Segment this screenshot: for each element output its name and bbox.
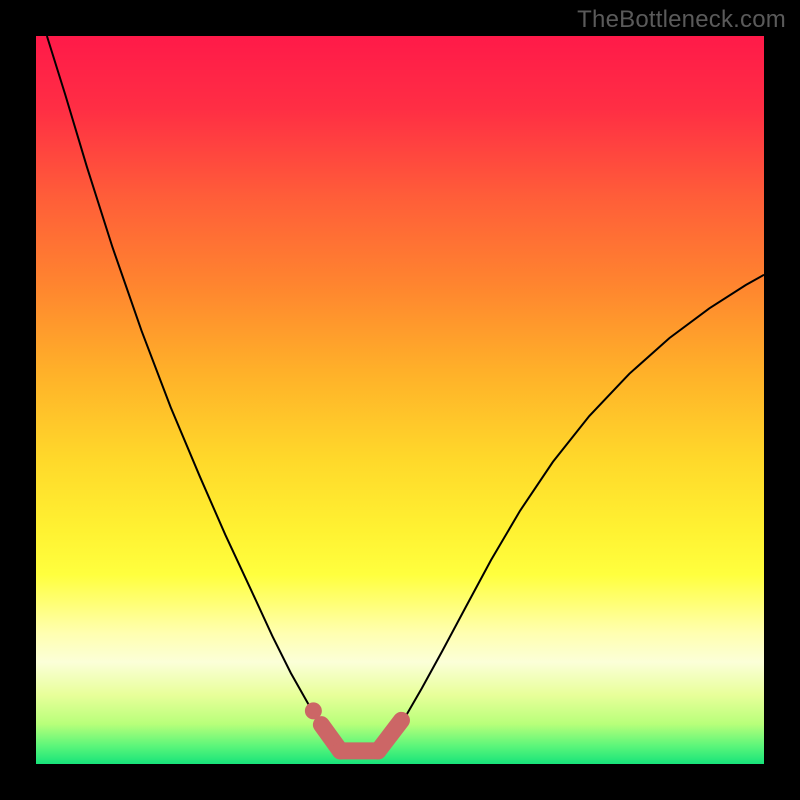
curve-right bbox=[382, 275, 764, 748]
chart-svg-layer bbox=[36, 36, 764, 764]
curve-left bbox=[47, 36, 337, 748]
chart-plot-area bbox=[36, 36, 764, 764]
watermark-text: TheBottleneck.com bbox=[577, 6, 786, 34]
valley-right-arm bbox=[378, 720, 401, 751]
valley-marker-group bbox=[305, 702, 402, 751]
